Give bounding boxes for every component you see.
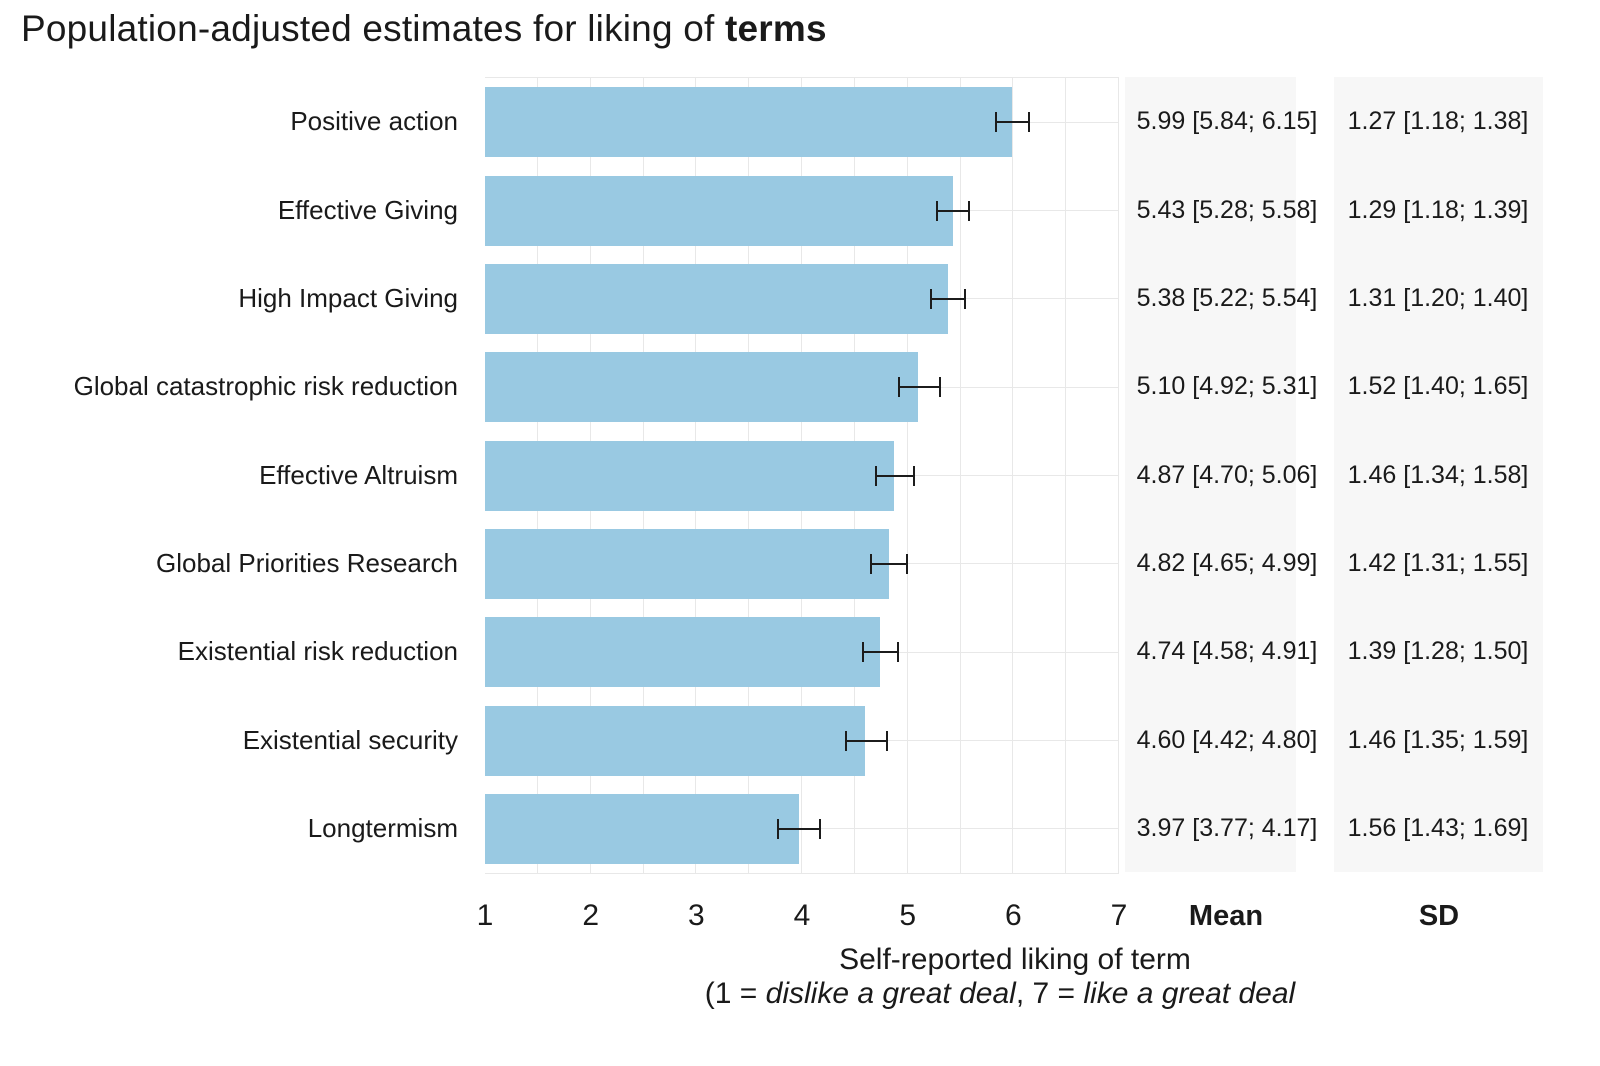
- chart-title: Population-adjusted estimates for liking…: [21, 8, 827, 50]
- error-bar: [996, 121, 1030, 124]
- category-label: Existential security: [242, 724, 458, 755]
- mean-value-cell: 5.43 [5.28; 5.58]: [1136, 195, 1318, 224]
- mean-value-cell: 4.74 [4.58; 4.91]: [1136, 637, 1318, 666]
- category-label: Longtermism: [307, 812, 458, 843]
- sd-value-cell: 1.46 [1.34; 1.58]: [1347, 460, 1529, 489]
- bar: [485, 793, 799, 864]
- x-axis-title-line1: Self-reported liking of term: [839, 943, 1191, 976]
- x-tick-label: 7: [1110, 899, 1128, 932]
- error-bar-cap: [963, 288, 966, 309]
- sd-value-cell: 1.52 [1.40; 1.65]: [1347, 372, 1529, 401]
- mean-value-cell: 4.82 [4.65; 4.99]: [1136, 548, 1318, 577]
- chart-title-bold-word: terms: [724, 8, 827, 49]
- sd-value-cell: 1.56 [1.43; 1.69]: [1347, 813, 1529, 842]
- bar: [485, 440, 894, 511]
- error-bar-cap: [776, 818, 779, 839]
- sd-value-cell: 1.27 [1.18; 1.38]: [1347, 107, 1529, 136]
- error-bar: [846, 739, 887, 742]
- error-bar-cap: [939, 377, 942, 398]
- error-bar-cap: [875, 465, 877, 486]
- x-tick-label: 3: [687, 899, 705, 932]
- error-bar: [899, 386, 941, 389]
- error-bar: [863, 651, 899, 654]
- error-bar-cap: [862, 642, 865, 663]
- category-label: Positive action: [290, 106, 458, 137]
- error-bar-cap: [898, 377, 901, 398]
- x-tick-label: 2: [582, 899, 600, 932]
- mean-value-cell: 5.10 [4.92; 5.31]: [1136, 372, 1318, 401]
- axis-note-italic-high: like a great deal: [1083, 977, 1296, 1010]
- error-bar-cap: [995, 112, 998, 133]
- mean-value-cell: 4.87 [4.70; 5.06]: [1136, 460, 1318, 489]
- sd-value-cell: 1.29 [1.18; 1.39]: [1347, 195, 1529, 224]
- bar: [485, 87, 1013, 158]
- error-bar-cap: [929, 288, 932, 309]
- plot-panel: [485, 77, 1119, 874]
- category-label: Effective Giving: [277, 194, 458, 225]
- error-bar-cap: [936, 200, 939, 221]
- bar: [485, 617, 881, 688]
- mean-value-cell: 4.60 [4.42; 4.80]: [1136, 725, 1318, 754]
- error-bar-cap: [869, 553, 872, 574]
- error-bar-cap: [885, 730, 888, 751]
- mean-column-header: Mean: [1188, 900, 1264, 932]
- axis-note-italic-low: dislike a great deal: [765, 977, 1016, 1010]
- x-tick-label: 1: [476, 899, 494, 932]
- error-bar-cap: [845, 730, 848, 751]
- error-bar-cap: [819, 818, 821, 839]
- sd-column-header: SD: [1418, 900, 1460, 932]
- error-bar-cap: [913, 465, 915, 486]
- bar: [485, 175, 954, 246]
- error-bar: [876, 474, 914, 477]
- category-label: Global catastrophic risk reduction: [73, 371, 458, 402]
- bar: [485, 263, 948, 334]
- x-tick-label: 5: [899, 899, 917, 932]
- error-bar-cap: [905, 553, 908, 574]
- sd-value-cell: 1.39 [1.28; 1.50]: [1347, 637, 1529, 666]
- bar: [485, 528, 889, 599]
- category-label: Effective Altruism: [259, 459, 458, 490]
- error-bar-cap: [897, 642, 900, 663]
- x-tick-label: 4: [793, 899, 811, 932]
- mean-value-cell: 5.99 [5.84; 6.15]: [1136, 107, 1318, 136]
- error-bar-cap: [1028, 112, 1031, 133]
- category-label: High Impact Giving: [238, 282, 458, 313]
- error-bar: [777, 827, 820, 830]
- sd-value-cell: 1.42 [1.31; 1.55]: [1347, 548, 1529, 577]
- error-bar: [930, 297, 965, 300]
- axis-note-mid: , 7 =: [1015, 977, 1084, 1010]
- mean-column-panel: [1125, 77, 1296, 872]
- mean-value-cell: 3.97 [3.77; 4.17]: [1136, 813, 1318, 842]
- category-label: Existential risk reduction: [177, 636, 458, 667]
- bar: [485, 705, 866, 776]
- error-bar: [937, 209, 969, 212]
- bar: [485, 352, 919, 423]
- axis-note-open: (1 =: [704, 977, 766, 1010]
- chart-title-prefix: Population-adjusted estimates for liking…: [21, 8, 725, 49]
- sd-value-cell: 1.31 [1.20; 1.40]: [1347, 283, 1529, 312]
- error-bar-cap: [968, 200, 970, 221]
- sd-value-cell: 1.46 [1.35; 1.59]: [1347, 725, 1529, 754]
- error-bar: [870, 562, 907, 565]
- x-tick-label: 6: [1004, 899, 1022, 932]
- category-label: Global Priorities Research: [155, 547, 458, 578]
- sd-column-panel: [1334, 77, 1543, 872]
- mean-value-cell: 5.38 [5.22; 5.54]: [1136, 283, 1318, 312]
- x-axis-title-line2: (1 = dislike a great deal, 7 = like a gr…: [470, 976, 1530, 1012]
